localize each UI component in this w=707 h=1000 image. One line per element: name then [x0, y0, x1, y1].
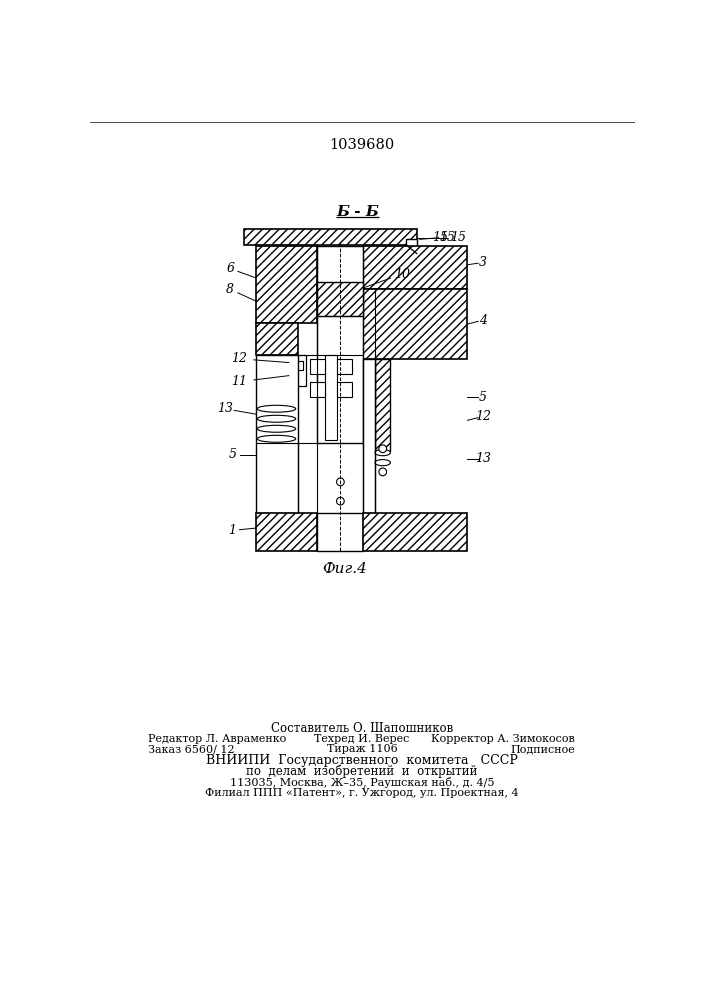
Text: Составитель О. Шапошников: Составитель О. Шапошников: [271, 722, 453, 735]
Polygon shape: [244, 229, 417, 245]
Polygon shape: [363, 359, 375, 513]
Text: 1039680: 1039680: [329, 138, 395, 152]
Circle shape: [337, 478, 344, 486]
Ellipse shape: [257, 405, 296, 412]
Text: 12: 12: [475, 410, 491, 423]
Text: 3: 3: [479, 256, 487, 269]
Polygon shape: [406, 239, 417, 254]
Ellipse shape: [257, 425, 296, 432]
Ellipse shape: [257, 415, 296, 422]
Ellipse shape: [375, 460, 390, 466]
Text: 13: 13: [475, 452, 491, 465]
Text: 4: 4: [479, 314, 487, 327]
Text: Фиг.4: Фиг.4: [322, 562, 367, 576]
Text: 5: 5: [228, 448, 237, 461]
Circle shape: [337, 497, 344, 505]
Polygon shape: [293, 361, 303, 370]
Text: ВНИИПИ  Государственного  комитета   СССР: ВНИИПИ Государственного комитета СССР: [206, 754, 518, 767]
Text: 8: 8: [226, 283, 234, 296]
Ellipse shape: [257, 435, 296, 442]
Polygon shape: [310, 382, 325, 397]
Ellipse shape: [375, 450, 390, 456]
Polygon shape: [310, 359, 325, 374]
Text: 113035, Москва, Ж–35, Раушская наб., д. 4/5: 113035, Москва, Ж–35, Раушская наб., д. …: [230, 777, 494, 788]
Polygon shape: [375, 359, 390, 451]
Text: 12: 12: [230, 352, 247, 365]
Text: 13: 13: [217, 402, 233, 415]
Polygon shape: [317, 246, 363, 443]
Polygon shape: [325, 355, 337, 440]
Circle shape: [379, 445, 387, 453]
Polygon shape: [256, 323, 298, 355]
Polygon shape: [337, 382, 352, 397]
Text: Подписное: Подписное: [510, 744, 575, 754]
Text: Заказ 6560/ 12: Заказ 6560/ 12: [148, 744, 235, 754]
Text: Техред И. Верес: Техред И. Верес: [315, 734, 409, 744]
Text: 6: 6: [226, 262, 234, 275]
Text: 10: 10: [394, 267, 410, 280]
Polygon shape: [337, 359, 352, 374]
Text: 15: 15: [433, 231, 448, 244]
Polygon shape: [363, 246, 467, 289]
Text: по  делам  изобретений  и  открытий: по делам изобретений и открытий: [246, 765, 478, 778]
Polygon shape: [288, 355, 305, 386]
Text: Редактор Л. Авраменко: Редактор Л. Авраменко: [148, 734, 286, 744]
Polygon shape: [256, 355, 298, 513]
Polygon shape: [256, 513, 317, 551]
Polygon shape: [293, 361, 303, 370]
Circle shape: [379, 468, 387, 476]
Text: Корректор А. Зимокосов: Корректор А. Зимокосов: [431, 734, 575, 744]
Text: 11: 11: [230, 375, 247, 388]
Text: Б - Б: Б - Б: [336, 205, 379, 219]
Text: 1: 1: [228, 524, 237, 537]
Text: Филиал ППП «Патент», г. Ужгород, ул. Проектная, 4: Филиал ППП «Патент», г. Ужгород, ул. Про…: [205, 788, 519, 798]
Text: 15: 15: [438, 231, 455, 244]
Polygon shape: [363, 513, 467, 551]
Polygon shape: [256, 246, 317, 323]
Polygon shape: [363, 289, 467, 359]
Text: Тираж 1106: Тираж 1106: [327, 744, 397, 754]
Polygon shape: [317, 282, 363, 316]
Text: 15: 15: [450, 231, 467, 244]
Text: 5: 5: [479, 391, 487, 404]
Polygon shape: [317, 513, 363, 551]
